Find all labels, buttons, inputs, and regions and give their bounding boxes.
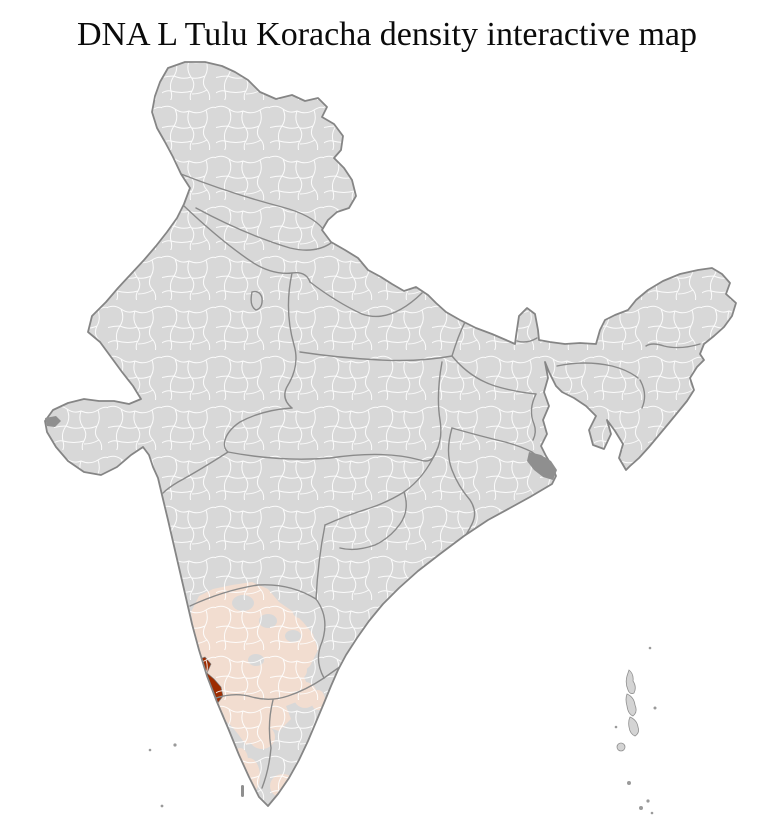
- kerala-backwater: [241, 785, 244, 797]
- island-dots: [148, 646, 657, 815]
- lakshadweep-island: [173, 743, 177, 747]
- lakshadweep-island: [160, 804, 164, 808]
- page-title: DNA L Tulu Koracha density interactive m…: [77, 16, 697, 53]
- district-borders-texture: [45, 62, 736, 806]
- lakshadweep-island: [148, 748, 152, 752]
- marsh-delta-features: [45, 416, 557, 797]
- kutch-marsh-spot: [45, 416, 61, 427]
- state-borders: [162, 173, 701, 789]
- sundarbans-delta: [527, 452, 557, 480]
- andaman-nicobar-islands[interactable]: [616, 669, 639, 752]
